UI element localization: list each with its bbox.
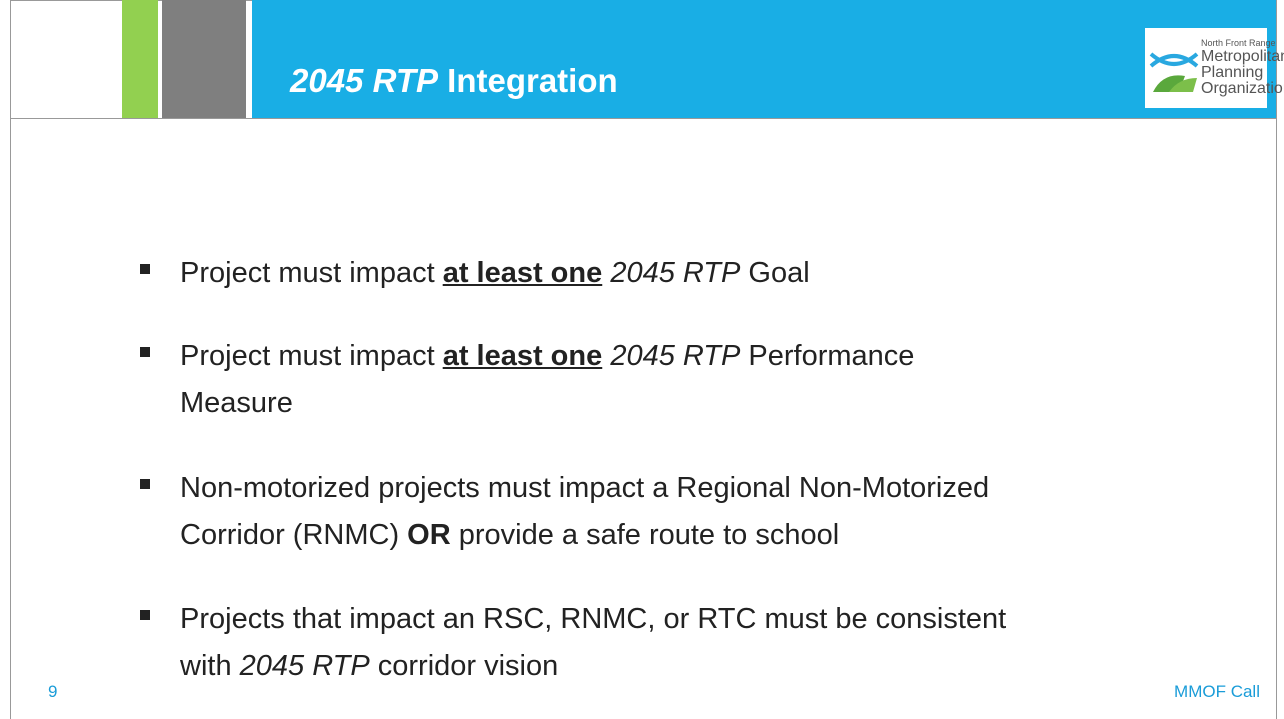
logo: North Front Range Metropolitan Planning Org… [1145,28,1284,108]
bullet: Project must impact at least one 2045 RT… [140,333,914,427]
text-run: at least one [442,257,603,289]
text-run: Performance [740,340,915,372]
logo-line: Organization [1201,80,1284,97]
text-run: with [180,650,240,682]
header-rule [10,118,1277,119]
logo-text: North Front Range Metropolitan Planning Org… [1201,38,1284,97]
text-run: at least one [442,340,603,372]
text-run: Non-motorized projects must impact a Reg… [180,472,990,504]
logo-line: North Front Range [1201,38,1276,48]
bullet-line: Projects that impact an RSC, RNMC, or RT… [180,596,1006,643]
logo-icon [1149,52,1199,92]
bullet: Project must impact at least one 2045 RT… [140,250,810,297]
text-run: 2045 RTP [239,650,370,682]
bullet-marker [140,610,150,620]
logo-line: Planning [1201,64,1264,81]
bullet-line: Project must impact at least one 2045 RT… [180,250,810,297]
text-run: Integration [437,62,618,99]
text-run: 2045 RTP [290,62,438,99]
text-run: Project must impact [180,257,443,289]
bullet-marker [140,479,150,489]
title-bar [252,0,1276,118]
gray-block [162,0,246,118]
text-run: 2045 RTP [610,340,741,372]
bullet-line: Corridor (RNMC) OR provide a safe route … [180,512,989,559]
left-border [10,0,11,719]
text-run: provide a safe route to school [450,519,840,551]
bullet-line: Measure [180,380,914,427]
text-run: Project must impact [180,340,443,372]
bullet-marker [140,347,150,357]
footer-label: MMOF Call [1174,682,1260,701]
bullet: Projects that impact an RSC, RNMC, or RT… [140,596,1006,690]
text-run: Measure [180,387,293,419]
bullet-line: Non-motorized projects must impact a Reg… [180,465,989,512]
bullet-line: with 2045 RTP corridor vision [180,643,1006,690]
text-run: Goal [740,257,810,289]
bullet-line: Project must impact at least one 2045 RT… [180,333,914,380]
text-run: 2045 RTP [610,257,741,289]
page-number: 9 [48,682,58,701]
text-run: Projects that impact an RSC, RNMC, or RT… [180,603,1007,635]
logo-line: Metropolitan [1201,48,1284,65]
text-run: corridor vision [369,650,559,682]
bullet: Non-motorized projects must impact a Reg… [140,465,989,559]
text-run: Corridor (RNMC) [180,519,408,551]
text-run: OR [407,519,451,551]
bullet-marker [140,264,150,274]
slide-title: 2045 RTP Integration [290,62,618,100]
right-border [1276,0,1277,719]
green-block [122,0,158,118]
